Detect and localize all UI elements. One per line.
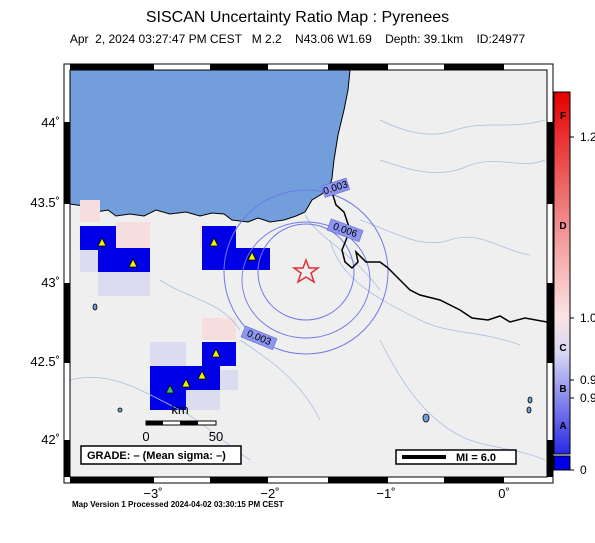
scale-unit: km (171, 402, 188, 417)
scale-bar: km 0 50 (142, 402, 223, 444)
triangle-icon (247, 251, 257, 261)
seismic-stations (97, 237, 257, 394)
colorbar-value: 0.9 (580, 391, 595, 405)
grade-letter: C (559, 343, 567, 354)
colorbar-value: 0.9 (580, 373, 595, 387)
map-area (70, 70, 547, 477)
lon-label: −1˚ (376, 486, 396, 501)
lat-label: 42˚ (41, 432, 60, 447)
triangle-icon (128, 258, 138, 268)
colorbar (553, 91, 574, 471)
colorbar-value: 1.2 (580, 130, 595, 144)
triangle-icon (165, 384, 175, 394)
lon-label: −3˚ (143, 486, 163, 501)
triangle-icon (197, 370, 207, 380)
star-icon (291, 257, 321, 284)
mi-text: MI = 6.0 (456, 452, 496, 464)
contour-lines (241, 221, 371, 339)
lon-label: 0˚ (498, 486, 510, 501)
grade-letter: B (559, 384, 567, 395)
grade-text: GRADE: – (Mean sigma: –) (87, 450, 226, 462)
bay-of-biscay (70, 70, 351, 223)
triangle-icon (181, 378, 191, 388)
triangle-icon (97, 237, 107, 247)
triangle-icon (211, 348, 221, 358)
colorbar-value: 0 (580, 463, 587, 477)
country-border (329, 185, 547, 323)
grade-box: GRADE: – (Mean sigma: –) (80, 445, 242, 465)
scale-max: 50 (209, 429, 223, 444)
map-frame (63, 63, 554, 484)
processing-footer: Map Version 1 Processed 2024-04-02 03:30… (72, 500, 284, 509)
colorbar-value: 1.0 (580, 311, 595, 325)
grade-letter: A (559, 421, 567, 432)
lat-label: 42.5˚ (30, 354, 60, 369)
event-info: Apr 2, 2024 03:27:47 PM CEST M 2.2 N43.0… (69, 32, 526, 46)
page-title: SISCAN Uncertainty Ratio Map : Pyrenees (145, 9, 450, 26)
mi-legend: MI = 6.0 (395, 449, 517, 465)
grade-letter: F (559, 111, 567, 122)
lat-label: 43.5˚ (30, 195, 60, 210)
triangle-icon (209, 237, 219, 247)
grade-letter: D (559, 221, 567, 232)
lon-label: −2˚ (260, 486, 280, 501)
lat-label: 44˚ (41, 115, 60, 130)
distance-rings (223, 189, 389, 355)
lat-label: 43˚ (41, 275, 60, 290)
islands (92, 303, 533, 423)
scale-min: 0 (142, 429, 149, 444)
